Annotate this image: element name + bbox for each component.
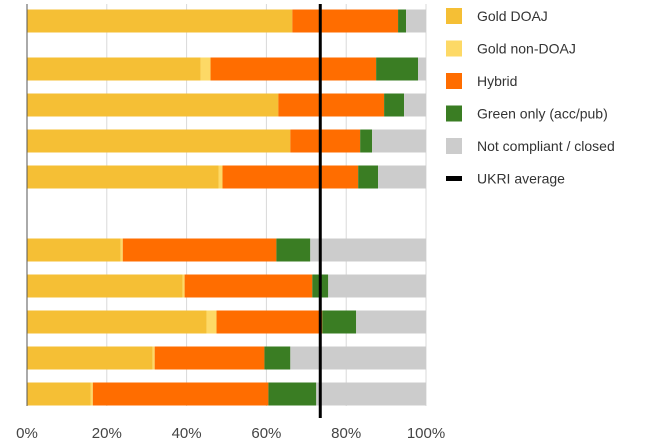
x-tick-label: 0%	[16, 425, 38, 442]
bar-segment	[152, 346, 155, 370]
bar-segment	[27, 165, 219, 189]
bar-segment	[276, 238, 311, 262]
x-tick-label: 40%	[172, 425, 202, 442]
bar-segment	[92, 382, 269, 406]
bar-segment	[27, 346, 153, 370]
bar-segment	[264, 346, 291, 370]
legend-swatch	[446, 40, 462, 57]
bar-segment	[218, 165, 223, 189]
legend-swatch	[446, 138, 462, 154]
bar-segment	[182, 274, 185, 298]
legend-label: Gold DOAJ	[477, 8, 548, 24]
bar-segment	[122, 238, 277, 262]
bar-segment	[292, 9, 399, 33]
bar-segment	[290, 346, 426, 370]
bar-segment	[310, 238, 426, 262]
bar-segment	[200, 57, 211, 81]
legend-label: Green only (acc/pub)	[477, 106, 608, 122]
legend-label: Hybrid	[477, 73, 517, 89]
bar-segment	[316, 382, 426, 406]
x-axis: 0% 20% 40% 60% 80% 100%	[16, 4, 445, 442]
bar-segment	[27, 93, 279, 117]
x-tick-label: 60%	[251, 425, 281, 442]
bar-segment	[404, 93, 426, 117]
bar-segment	[378, 165, 426, 189]
bar-segment	[384, 93, 405, 117]
bar-segment	[210, 57, 377, 81]
legend-swatch	[446, 105, 462, 122]
bar-segment	[206, 310, 217, 334]
legend-swatch-reference	[446, 176, 462, 181]
bar-segment	[376, 57, 419, 81]
bar-segment	[120, 238, 123, 262]
bar-segment	[27, 382, 91, 406]
bar-segment	[356, 310, 426, 334]
legend-label: Gold non-DOAJ	[477, 41, 576, 57]
bar-segment	[360, 129, 373, 153]
legend-swatch	[446, 73, 462, 89]
bar-segment	[406, 9, 426, 33]
bar-segment	[184, 274, 313, 298]
bar-segment	[90, 382, 93, 406]
bar-segment	[154, 346, 265, 370]
legend: Gold DOAJ Gold non-DOAJ Hybrid Green only (…	[446, 8, 615, 187]
legend-label-reference: UKRI average	[477, 171, 565, 187]
bar-segment	[27, 238, 121, 262]
bar-segment	[27, 129, 291, 153]
bar-segment	[290, 129, 361, 153]
bar-segment	[216, 310, 323, 334]
bar-segment	[418, 57, 426, 81]
legend-label: Not compliant / closed	[477, 138, 615, 154]
bar-segment	[27, 310, 207, 334]
bar-segment	[358, 165, 379, 189]
x-tick-label: 100%	[407, 425, 445, 442]
bar-segment	[268, 382, 317, 406]
x-tick-label: 80%	[331, 425, 361, 442]
x-tick-label: 20%	[92, 425, 122, 442]
bar-segment	[328, 274, 426, 298]
bar-segment	[278, 93, 385, 117]
legend-swatch	[446, 8, 462, 24]
bars	[27, 9, 426, 406]
bar-segment	[27, 274, 183, 298]
bar-segment	[27, 57, 201, 81]
bar-segment	[222, 165, 359, 189]
bar-segment	[322, 310, 357, 334]
bar-segment	[372, 129, 426, 153]
bar-segment	[27, 9, 293, 33]
bar-segment	[398, 9, 407, 33]
